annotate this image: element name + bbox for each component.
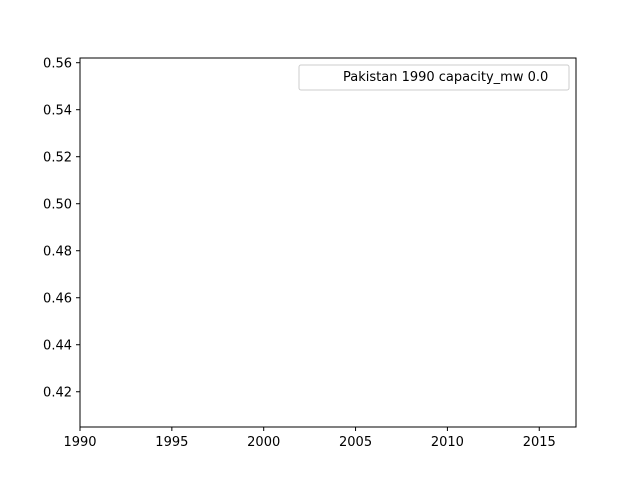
y-tick-label: 0.54 [43,104,72,119]
x-tick-label: 2015 [523,435,556,450]
legend-label: Pakistan 1990 capacity_mw 0.0 [343,70,548,85]
y-tick-label: 0.48 [43,245,72,260]
x-tick-label: 1990 [63,435,96,450]
x-axis-ticks: 1990 1995 2000 2005 2010 2015 [63,427,556,450]
plot-area [80,58,576,427]
x-tick-label: 2005 [339,435,372,450]
y-tick-label: 0.56 [43,57,72,72]
y-tick-label: 0.42 [43,386,72,401]
x-tick-label: 1995 [155,435,188,450]
y-axis-ticks: 0.42 0.44 0.46 0.48 0.50 0.52 0.54 0.56 [43,57,80,401]
y-tick-label: 0.52 [43,151,72,166]
x-tick-label: 2000 [247,435,280,450]
legend: Pakistan 1990 capacity_mw 0.0 [298,64,570,91]
y-tick-label: 0.50 [43,198,72,213]
y-tick-label: 0.46 [43,292,72,307]
plot-frame [79,57,577,428]
x-tick-label: 2010 [431,435,464,450]
legend-box [298,64,570,91]
y-tick-label: 0.44 [43,339,72,354]
